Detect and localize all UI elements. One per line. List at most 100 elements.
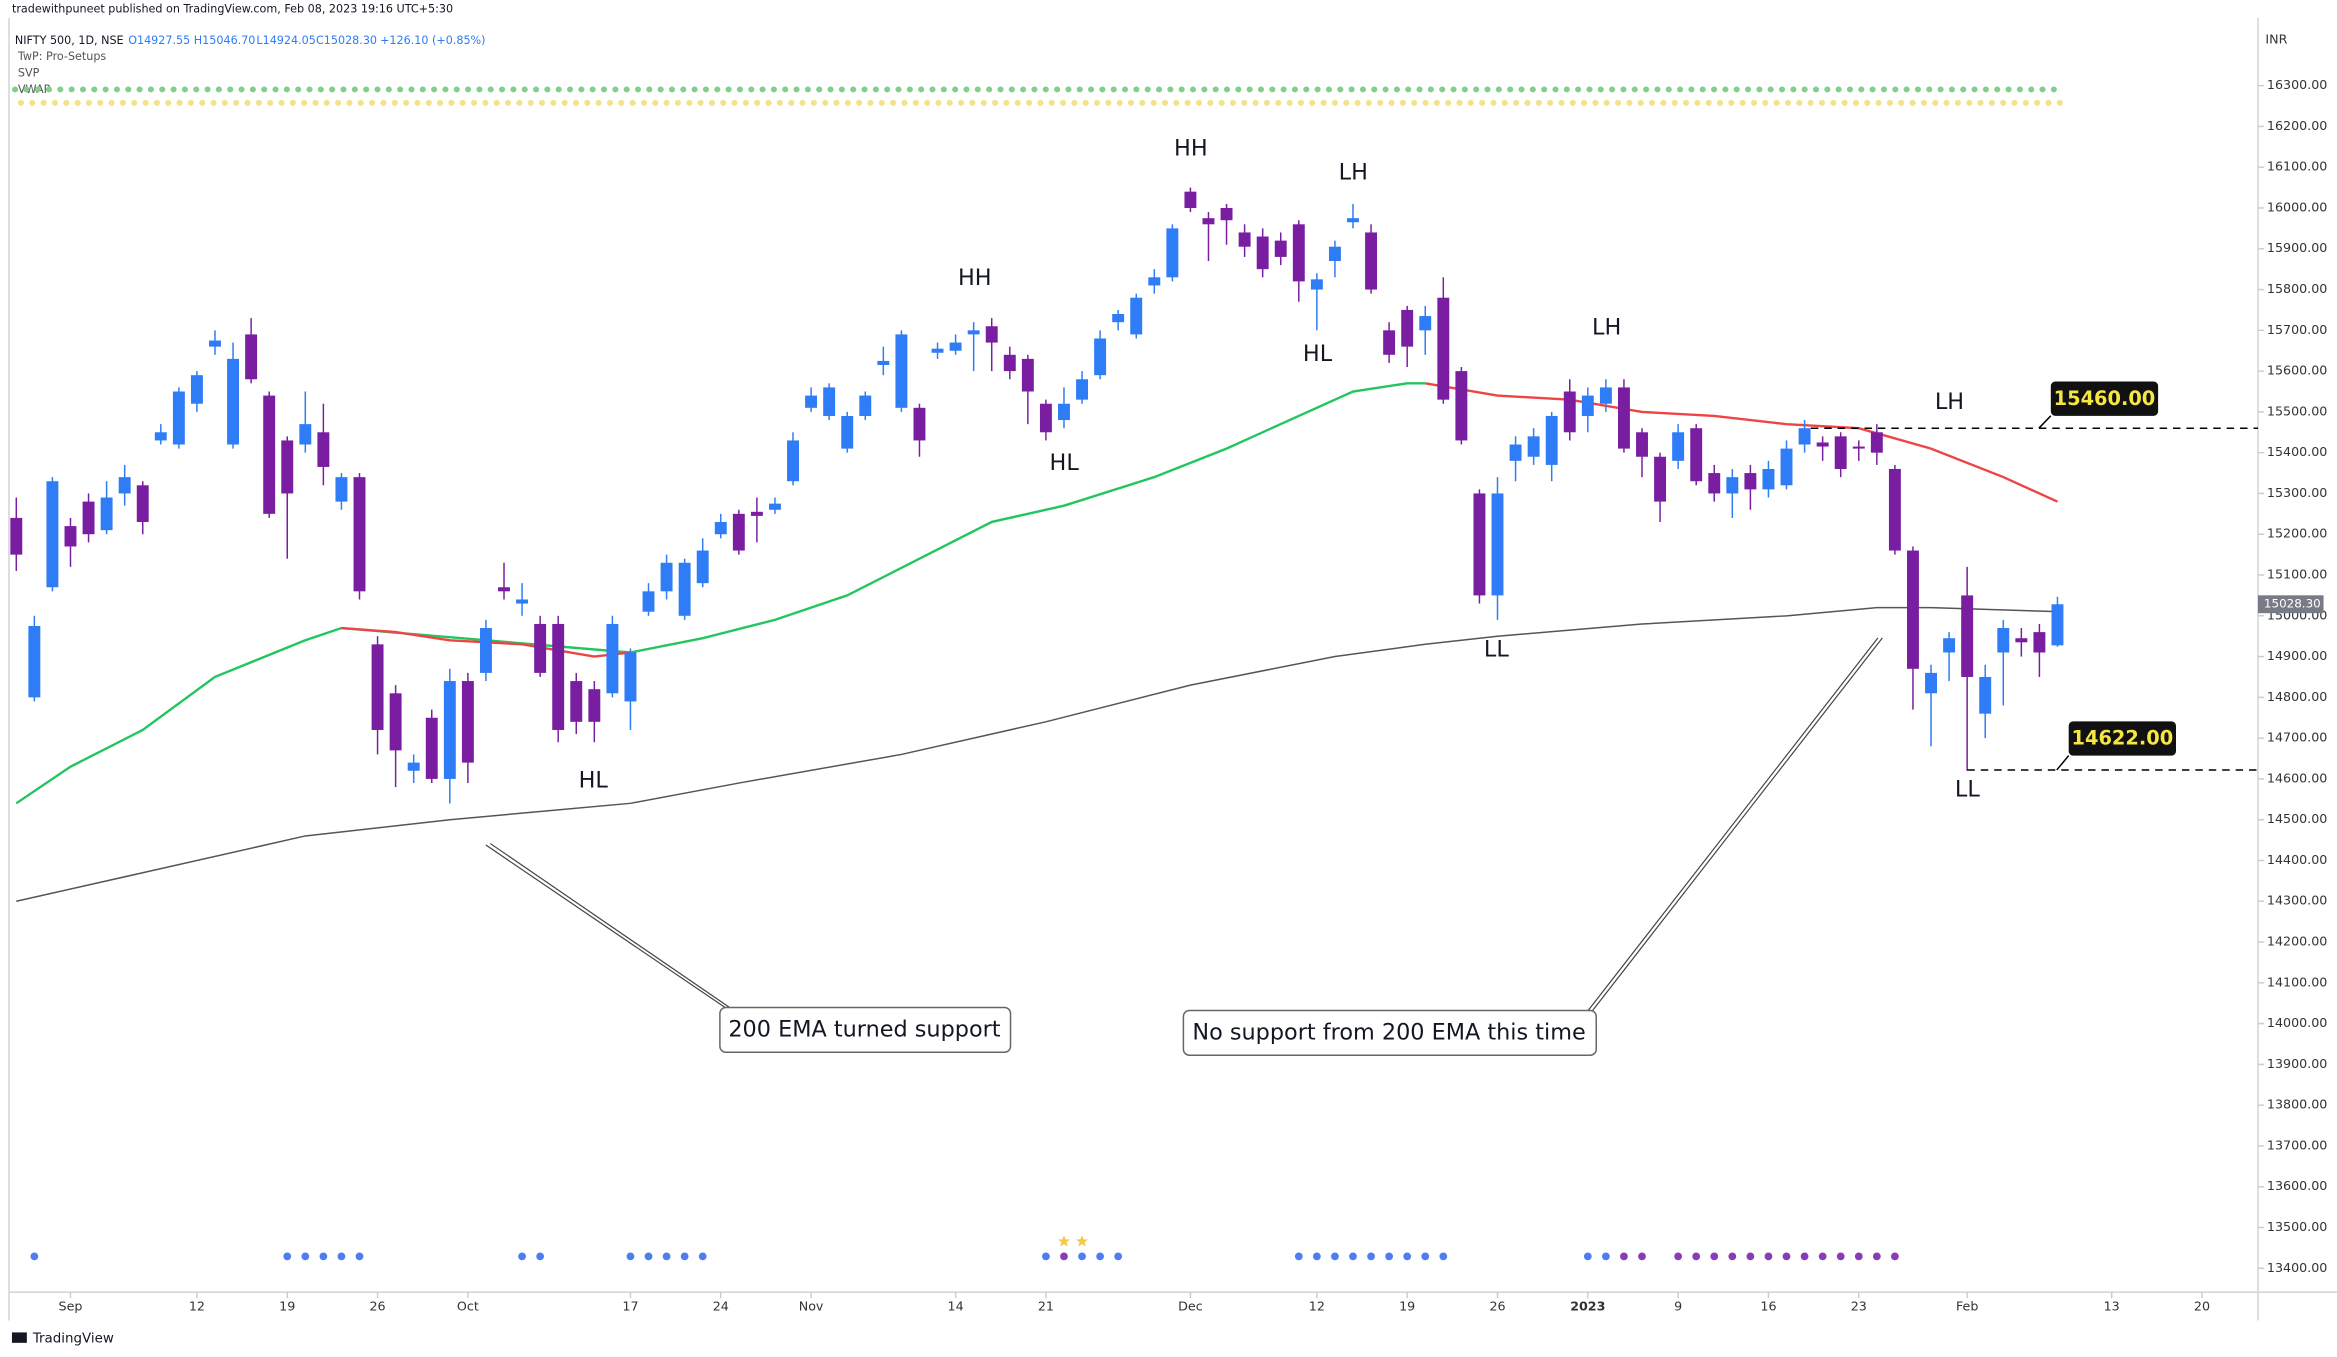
logo-mark — [11, 1332, 27, 1343]
x-tick-label: 14 — [948, 1299, 964, 1314]
candle-body — [1943, 638, 1956, 653]
callout-pointer — [1585, 637, 1883, 1014]
candle-body — [1527, 436, 1540, 457]
price-label: 15460.00 — [2054, 387, 2156, 410]
candle-body — [1563, 391, 1576, 433]
y-tick-label: 13900.00 — [2267, 1056, 2327, 1071]
candle-body — [1021, 358, 1034, 392]
candle-body — [1238, 232, 1251, 247]
signal-dot — [301, 1252, 310, 1261]
price-label-box — [2050, 381, 2159, 416]
x-tick-label: 2023 — [1570, 1299, 1605, 1314]
candle-body — [805, 395, 818, 408]
plot: 13400.00 13500.00 13600.00 13700.00 13800.00… — [10, 77, 2327, 1314]
signal-dot — [1439, 1252, 1448, 1261]
candle-body — [154, 432, 167, 441]
y-tick-label: 15700.00 — [2267, 322, 2327, 337]
x-tick-label: Feb — [1956, 1299, 1978, 1314]
candle-body — [1834, 436, 1847, 469]
candle-body — [624, 652, 637, 702]
signal-dot — [644, 1252, 653, 1261]
signal-dot — [283, 1252, 292, 1261]
candle-body — [696, 550, 709, 584]
signal-dot — [1312, 1252, 1321, 1261]
candle-body — [1708, 473, 1721, 494]
candle-body — [588, 689, 601, 722]
signal-dot — [518, 1252, 526, 1261]
candle-body — [1274, 240, 1287, 257]
candle-body — [1925, 672, 1937, 694]
candle-body — [1617, 387, 1630, 449]
x-tick-label: 9 — [1674, 1299, 1682, 1314]
x-tick-label: 13 — [2104, 1299, 2120, 1314]
signal-dot — [1891, 1252, 1899, 1261]
annotation: HL — [579, 767, 609, 793]
candle-body — [172, 391, 185, 445]
annotation: HH — [958, 265, 992, 291]
candle-body — [1654, 456, 1667, 502]
x-tick-label: 16 — [1760, 1299, 1776, 1314]
ema-line — [15, 382, 1426, 805]
y-tick-label: 16100.00 — [2267, 159, 2327, 174]
candle-body — [1599, 387, 1612, 404]
candle-body — [1003, 354, 1016, 372]
candle-body — [2033, 632, 2046, 653]
signal-dot — [1818, 1252, 1827, 1261]
callout-box — [719, 1006, 1012, 1053]
candle-body — [425, 717, 438, 779]
y-tick-label: 15200.00 — [2267, 526, 2327, 541]
candle-body — [407, 762, 420, 771]
candle-body — [1455, 371, 1468, 441]
candle-body — [1690, 428, 1703, 482]
x-tick-label: 19 — [1399, 1299, 1415, 1314]
callout-text: No support from 200 EMA this time — [1192, 1019, 1585, 1045]
callout-pointer — [485, 843, 733, 1010]
y-tick-label: 14300.00 — [2267, 893, 2327, 908]
candle-body — [1852, 446, 1865, 449]
candle-body — [190, 375, 203, 404]
candle-body — [606, 623, 619, 694]
candle-body — [1112, 314, 1125, 323]
ohlc-change: +126.10 (+0.85%) — [380, 34, 485, 47]
x-tick-label: 26 — [370, 1299, 386, 1314]
signal-dot — [1060, 1252, 1068, 1261]
label-pointer — [2056, 755, 2070, 771]
x-tick-label: 23 — [1851, 1299, 1867, 1314]
signal-dot — [1638, 1252, 1646, 1261]
candle-body — [371, 644, 384, 730]
signal-dot — [626, 1252, 635, 1261]
y-tick-label: 14500.00 — [2267, 811, 2327, 826]
candle-body — [913, 407, 926, 441]
candle-body — [461, 681, 474, 763]
candle-body — [64, 526, 77, 547]
candle-body — [1437, 297, 1450, 400]
candle-body — [1780, 448, 1793, 486]
candle-body — [1365, 232, 1378, 290]
candle-body — [389, 693, 402, 751]
y-tick-label: 14200.00 — [2267, 934, 2327, 949]
y-tick-label: 15900.00 — [2267, 240, 2327, 255]
y-tick-label: 14000.00 — [2267, 1015, 2327, 1030]
candle-body — [136, 485, 149, 522]
annotation: HH — [1174, 136, 1208, 162]
annotation: HL — [1050, 450, 1080, 476]
candle-body — [2015, 638, 2028, 643]
x-tick-label: Dec — [1178, 1299, 1203, 1314]
signal-dot — [698, 1252, 707, 1261]
annotations: HH HH HL HL LH LH LH LL LL HL 200 EMA tu… — [485, 136, 1980, 1056]
candle-body — [1473, 493, 1486, 596]
signal-dot — [1692, 1252, 1701, 1261]
candle-body — [1491, 493, 1504, 596]
signal-dot — [1764, 1252, 1773, 1261]
candle-body — [1292, 224, 1305, 282]
candle-body — [1816, 442, 1829, 447]
signal-dot — [1836, 1252, 1845, 1261]
signal-dot — [1800, 1252, 1809, 1261]
candle-body — [1636, 432, 1648, 457]
symbol: NIFTY 500, 1D, NSE — [15, 34, 124, 47]
signal-dot — [1583, 1252, 1592, 1261]
candle-body — [479, 628, 492, 673]
candle-body — [823, 387, 836, 416]
annotation: LH — [1935, 389, 1964, 415]
